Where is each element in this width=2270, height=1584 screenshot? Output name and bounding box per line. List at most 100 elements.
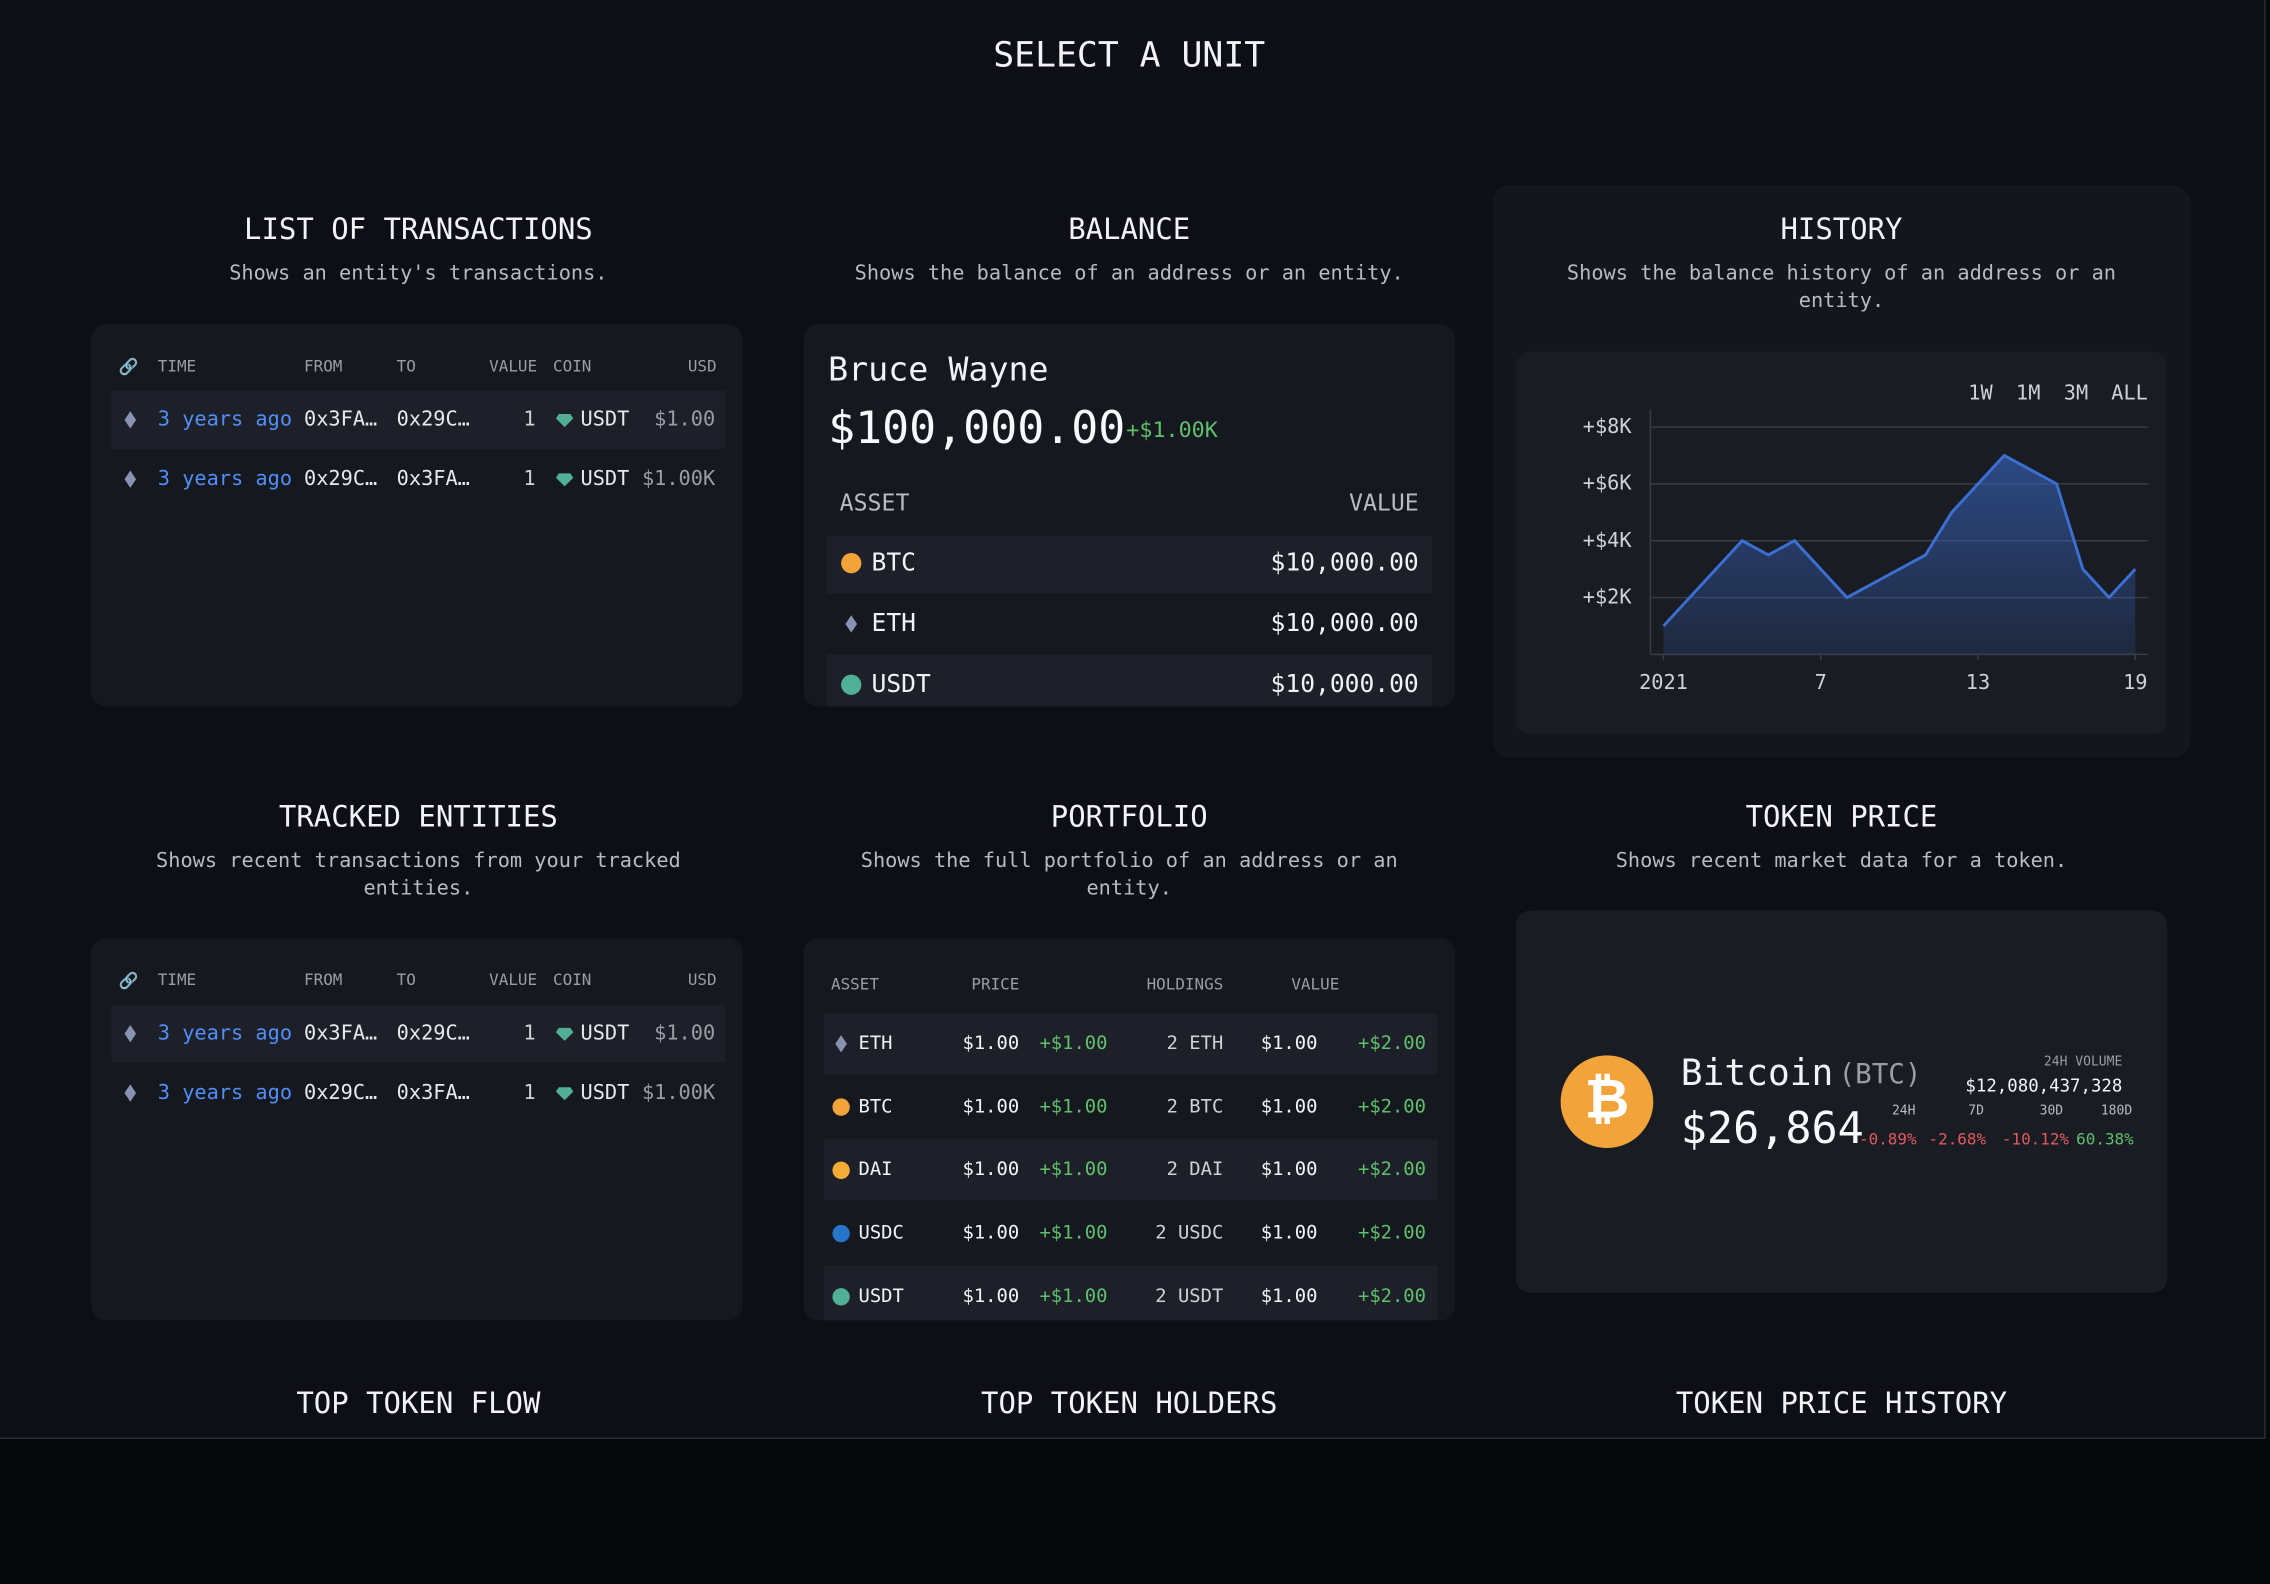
column-header: FROM (304, 970, 343, 990)
asset-name: ETH (858, 1032, 893, 1055)
usdt-icon (555, 1087, 574, 1101)
asset-value: $1.00 (1260, 1159, 1318, 1182)
column-header: TO (396, 356, 416, 376)
balance-card[interactable] (803, 324, 1455, 707)
asset-price: $1.00 (962, 1032, 1020, 1055)
value-change: +$2.00 (1357, 1285, 1426, 1308)
holdings: 2 ETH (1166, 1032, 1224, 1055)
value-change: +$2.00 (1357, 1032, 1426, 1055)
value-change: +$2.00 (1357, 1222, 1426, 1245)
portfolio-card[interactable] (803, 938, 1455, 1321)
y-tick-label: +$2K (1582, 585, 1632, 610)
row-band (823, 1139, 1438, 1201)
row-band (111, 1004, 726, 1063)
tx-to: 0x29C… (396, 1022, 470, 1046)
tx-to: 0x29C… (396, 408, 470, 432)
column-header: VALUE (1291, 975, 1340, 994)
tx-coin: USDT (580, 408, 630, 432)
holdings: 2 BTC (1166, 1096, 1224, 1118)
holdings: 2 DAI (1166, 1159, 1224, 1182)
column-header: VALUE (489, 970, 538, 990)
column-header: FROM (304, 356, 343, 376)
link-icon: 🔗 (119, 971, 139, 990)
coin-icon (832, 1288, 850, 1306)
section-heading: TOKEN PRICE HISTORY (1675, 1385, 2008, 1421)
usdt-icon (555, 473, 574, 487)
tx-time: 3 years ago (157, 1081, 293, 1105)
tx-to: 0x3FA… (396, 467, 470, 491)
tx-time: 3 years ago (157, 408, 293, 432)
coin-icon (841, 553, 862, 574)
price-change: +$1.00 (1039, 1096, 1108, 1118)
column-header: HOLDINGS (1146, 975, 1224, 994)
range-button: 3M (2063, 382, 2089, 406)
column-header: COIN (553, 970, 592, 990)
range-button: ALL (2111, 382, 2148, 406)
bitcoin-logo (1560, 1055, 1654, 1149)
tx-time: 3 years ago (157, 467, 293, 491)
transactions-card[interactable] (91, 324, 743, 707)
tx-value: 1 (523, 1081, 536, 1105)
volume: $12,080,437,328 (1965, 1075, 2123, 1096)
asset-name: USDT (858, 1285, 904, 1308)
tx-usd: $1.00 (654, 1022, 716, 1046)
entity-name: Bruce Wayne (828, 351, 1049, 390)
coin-icon (832, 1161, 850, 1180)
coin-icon (832, 1224, 850, 1243)
tx-value: 1 (523, 1022, 536, 1046)
section-heading: TOP TOKEN FLOW (296, 1385, 541, 1421)
tx-value: 1 (523, 408, 536, 432)
column-header: USD (687, 356, 717, 376)
y-tick-label: +$8K (1582, 415, 1632, 439)
asset-name: BTC (858, 1096, 893, 1118)
tx-coin: USDT (580, 1081, 630, 1105)
column-header: TO (396, 970, 416, 990)
tx-coin: USDT (580, 467, 630, 491)
tx-from: 0x3FA… (304, 408, 378, 432)
holdings: 2 USDT (1155, 1285, 1224, 1308)
coin-icon (832, 1098, 850, 1116)
x-tick-label: 13 (1965, 671, 1991, 695)
y-tick-label: +$4K (1582, 529, 1632, 553)
change-period: 24H (1891, 1104, 1916, 1120)
eth-icon (124, 1084, 137, 1102)
holdings: 2 USDC (1155, 1222, 1224, 1245)
section-heading: LIST OF TRANSACTIONS (244, 211, 593, 247)
section-heading: HISTORY (1780, 211, 1903, 247)
token-symbol: (BTC) (1838, 1058, 1922, 1091)
price-change: +$1.00 (1039, 1222, 1108, 1245)
price-change: +$1.00 (1039, 1032, 1108, 1055)
asset-price: $1.00 (962, 1222, 1020, 1245)
asset-value: $10,000.00 (1270, 609, 1419, 639)
column-header: VALUE (1349, 488, 1419, 517)
asset-value: $10,000.00 (1270, 548, 1419, 578)
section-description: Shows recent market data for a token. (1615, 849, 2068, 873)
asset-name: BTC (871, 548, 916, 578)
tracked-card[interactable] (91, 938, 743, 1321)
section-description: Shows an entity's transactions. (229, 262, 608, 286)
change-period: 30D (2039, 1104, 2064, 1120)
section-heading: PORTFOLIO (1050, 799, 1208, 834)
column-header: TIME (157, 356, 197, 376)
row-band (823, 1265, 1438, 1321)
page-title: SELECT A UNIT (993, 34, 1266, 76)
usdt-icon (555, 414, 574, 428)
asset-name: ETH (871, 609, 916, 639)
balance-change: +$1.00K (1126, 416, 1218, 443)
tx-coin: USDT (580, 1022, 630, 1046)
tx-usd: $1.00 (654, 408, 716, 432)
y-tick-label: +$6K (1582, 472, 1632, 496)
x-tick-label: 2021 (1639, 671, 1688, 695)
column-header: ASSET (839, 488, 910, 517)
asset-price: $1.00 (962, 1285, 1020, 1308)
row-band (826, 654, 1432, 707)
column-header: ASSET (830, 975, 879, 994)
column-header: VALUE (489, 356, 538, 376)
tx-time: 3 years ago (157, 1022, 293, 1046)
eth-icon (124, 1024, 137, 1043)
history-line (1662, 453, 2137, 627)
price-change: +$1.00 (1039, 1159, 1108, 1182)
change-period: 180D (2100, 1104, 2133, 1120)
